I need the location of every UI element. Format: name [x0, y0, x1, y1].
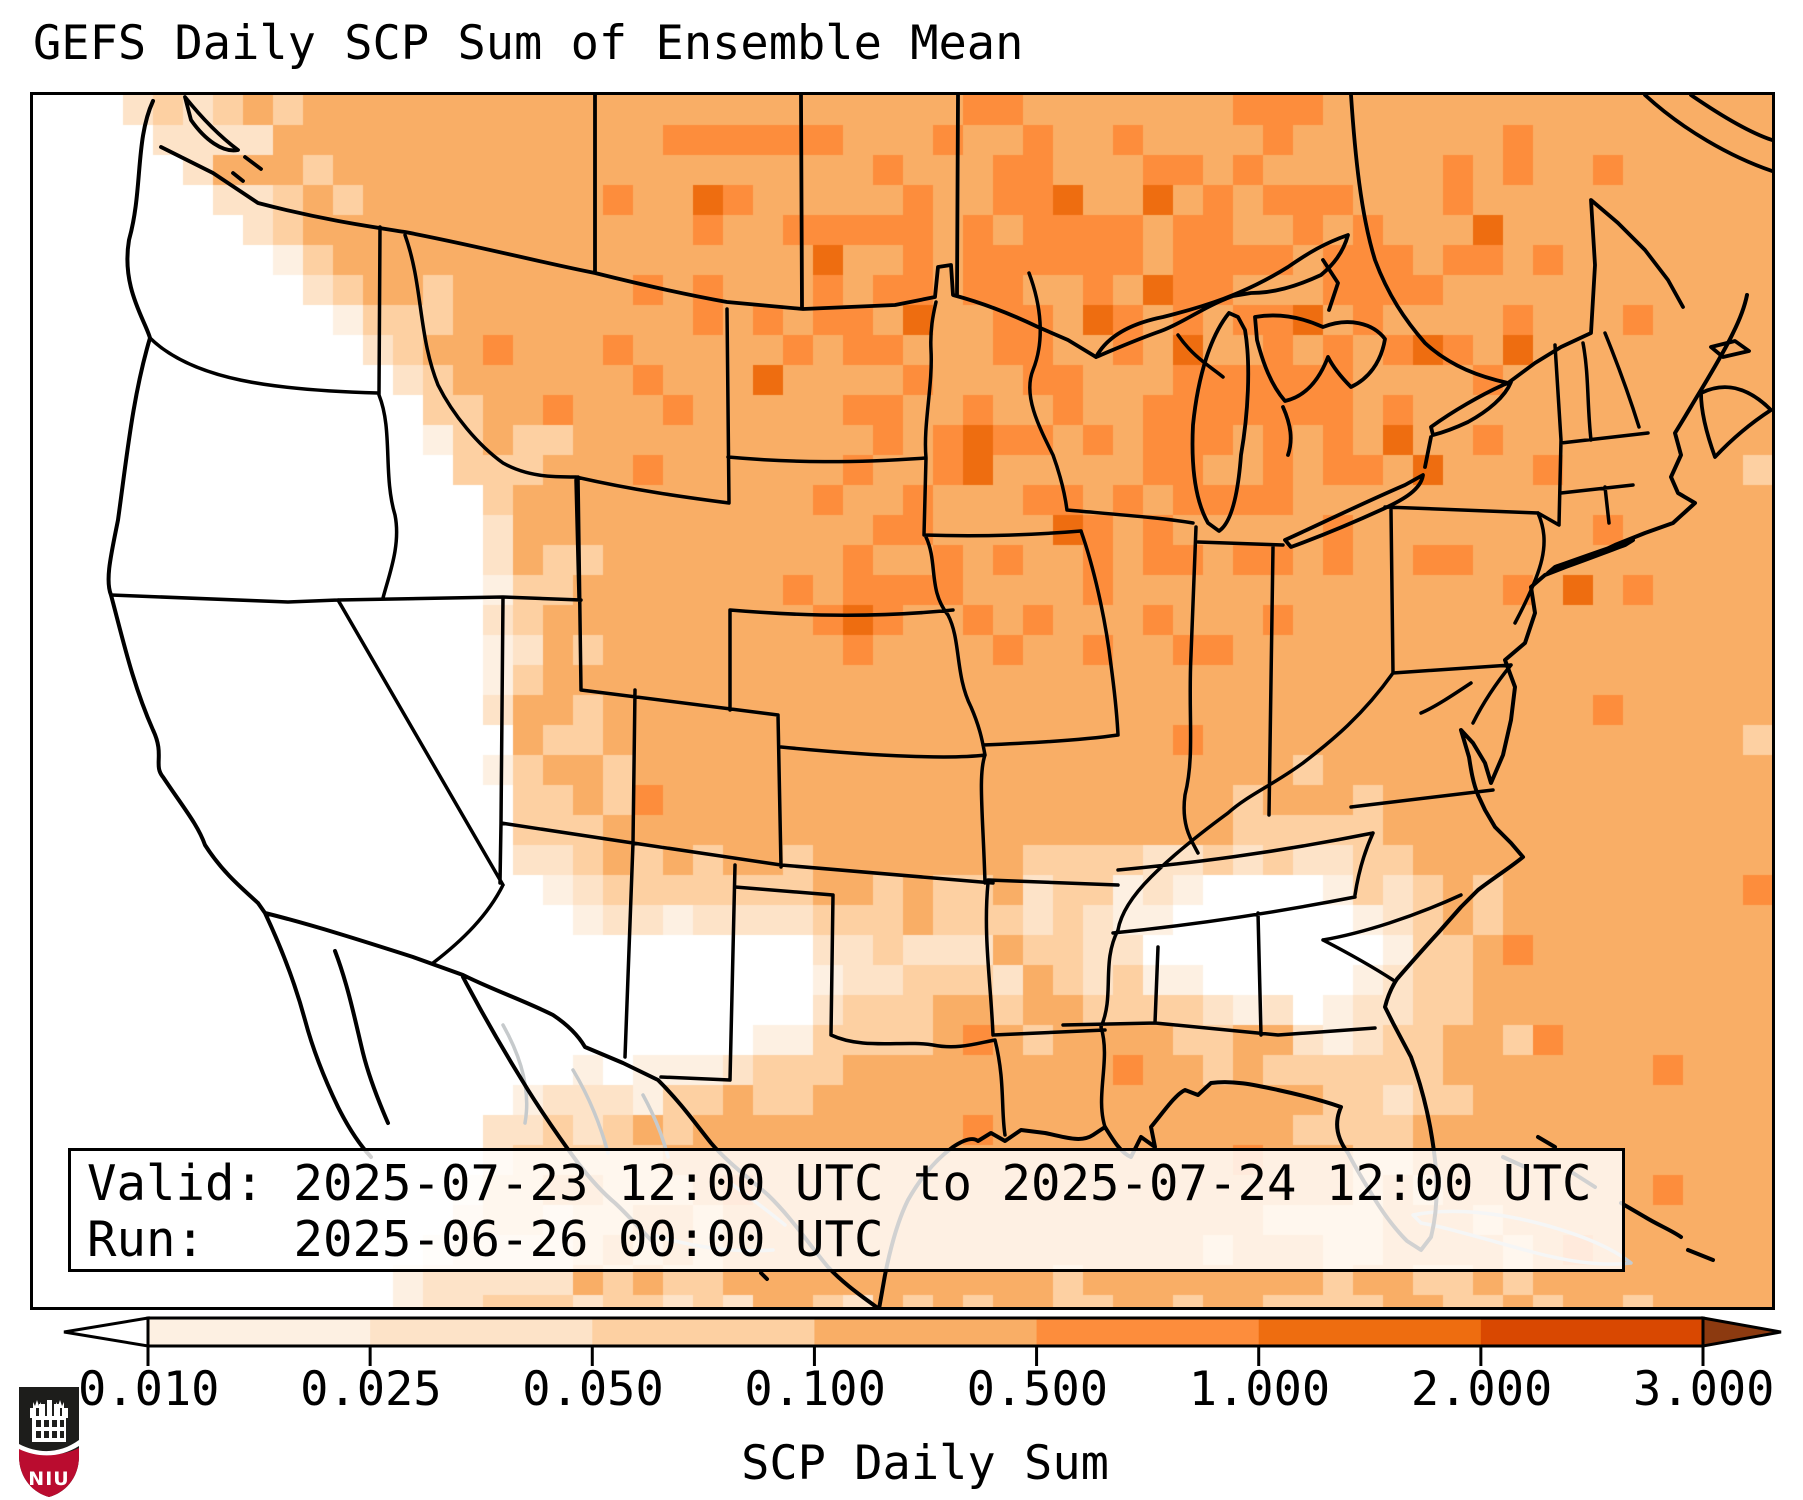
colorbar-under-arrow: [63, 1316, 150, 1348]
colorbar: [63, 1316, 1782, 1366]
colorbar-segment: [1258, 1318, 1482, 1346]
colorbar-segment: [1480, 1318, 1704, 1346]
colorbar-segment: [370, 1318, 593, 1346]
great-lakes-path: [1094, 233, 1513, 549]
niu-logo: NIU: [19, 1387, 79, 1497]
colorbar-tick-label: 0.100: [744, 1362, 886, 1417]
colorbar-outline: [146, 1316, 1705, 1348]
niu-swoosh: [19, 1440, 79, 1456]
niu-castle-windows: [36, 1420, 64, 1438]
colorbar-segment: [1036, 1318, 1260, 1346]
colorbar-tick-label: 0.025: [300, 1362, 442, 1417]
map-figure: Valid: 2025-07-23 12:00 UTC to 2025-07-2…: [30, 92, 1775, 1310]
valid-run-info-box: Valid: 2025-07-23 12:00 UTC to 2025-07-2…: [68, 1148, 1625, 1272]
scp-heatmap-canvas: [33, 95, 1772, 1307]
foreign-gray-borders-path: [501, 1023, 1633, 1266]
canada-border-path: [159, 95, 1772, 469]
state-borders-path: [109, 225, 1650, 1137]
run-time-text: Run: 2025-06-26 00:00 UTC: [87, 1211, 884, 1268]
map-area: Valid: 2025-07-23 12:00 UTC to 2025-07-2…: [33, 95, 1772, 1307]
colorbar-tick-label: 0.010: [78, 1362, 220, 1417]
map-borders-layer: [106, 95, 1772, 1307]
page-title: GEFS Daily SCP Sum of Ensemble Mean: [33, 16, 1024, 71]
colorbar-tick-label: 0.500: [966, 1362, 1109, 1417]
colorbar-segment: [148, 1318, 371, 1346]
coastline-path: [106, 99, 1749, 1307]
colorbar-tick-label: 1.000: [1188, 1362, 1331, 1417]
colorbar-axis-label: SCP Daily Sum: [741, 1436, 1109, 1491]
colorbar-tick-label: 0.050: [522, 1362, 664, 1417]
colorbar-segment: [814, 1318, 1038, 1346]
colorbar-segment: [592, 1318, 816, 1346]
niu-logo-text: NIU: [28, 1468, 69, 1490]
niu-shield-red: [19, 1448, 79, 1497]
colorbar-tick-label: 3.000: [1633, 1362, 1775, 1417]
valid-time-text: Valid: 2025-07-23 12:00 UTC to 2025-07-2…: [87, 1155, 1592, 1212]
colorbar-tick-label: 2.000: [1410, 1362, 1553, 1417]
colorbar-over-arrow: [1701, 1316, 1782, 1348]
